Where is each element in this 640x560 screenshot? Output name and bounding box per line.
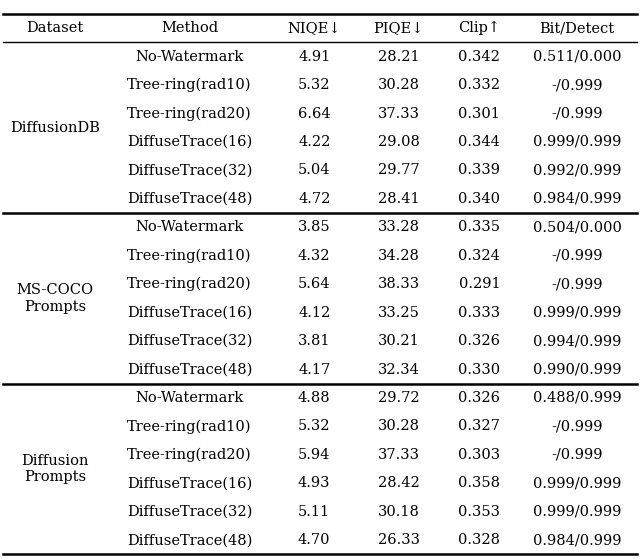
Text: DiffuseTrace(16): DiffuseTrace(16) [127, 477, 252, 491]
Text: 0.994/0.999: 0.994/0.999 [533, 334, 621, 348]
Text: 4.17: 4.17 [298, 362, 330, 376]
Text: 4.22: 4.22 [298, 135, 330, 149]
Text: 0.327: 0.327 [458, 419, 500, 433]
Text: -/0.999: -/0.999 [552, 106, 603, 120]
Text: 4.88: 4.88 [298, 391, 330, 405]
Text: 0.291: 0.291 [458, 277, 500, 291]
Text: 4.72: 4.72 [298, 192, 330, 206]
Text: 5.11: 5.11 [298, 505, 330, 519]
Text: DiffuseTrace(32): DiffuseTrace(32) [127, 505, 252, 519]
Text: 0.342: 0.342 [458, 50, 500, 64]
Text: 29.77: 29.77 [378, 164, 420, 178]
Text: 3.85: 3.85 [298, 220, 330, 234]
Text: 0.328: 0.328 [458, 533, 500, 547]
Text: 0.333: 0.333 [458, 306, 500, 320]
Text: Bit/Detect: Bit/Detect [540, 21, 615, 35]
Text: 0.340: 0.340 [458, 192, 500, 206]
Text: -/0.999: -/0.999 [552, 78, 603, 92]
Text: DiffuseTrace(48): DiffuseTrace(48) [127, 362, 252, 376]
Text: 38.33: 38.33 [378, 277, 420, 291]
Text: 0.511/0.000: 0.511/0.000 [533, 50, 621, 64]
Text: 0.999/0.999: 0.999/0.999 [533, 135, 621, 149]
Text: DiffusionDB: DiffusionDB [10, 121, 100, 135]
Text: 4.12: 4.12 [298, 306, 330, 320]
Text: 0.344: 0.344 [458, 135, 500, 149]
Text: 0.335: 0.335 [458, 220, 500, 234]
Text: 0.984/0.999: 0.984/0.999 [533, 192, 621, 206]
Text: 30.21: 30.21 [378, 334, 420, 348]
Text: 4.70: 4.70 [298, 533, 330, 547]
Text: DiffuseTrace(32): DiffuseTrace(32) [127, 334, 252, 348]
Text: -/0.999: -/0.999 [552, 419, 603, 433]
Text: 29.08: 29.08 [378, 135, 420, 149]
Text: No-Watermark: No-Watermark [135, 220, 244, 234]
Text: 30.28: 30.28 [378, 78, 420, 92]
Text: 0.999/0.999: 0.999/0.999 [533, 477, 621, 491]
Text: 4.93: 4.93 [298, 477, 330, 491]
Text: 0.990/0.999: 0.990/0.999 [533, 362, 621, 376]
Text: Dataset: Dataset [26, 21, 84, 35]
Text: 0.326: 0.326 [458, 391, 500, 405]
Text: 0.303: 0.303 [458, 448, 500, 462]
Text: 33.25: 33.25 [378, 306, 420, 320]
Text: 0.330: 0.330 [458, 362, 500, 376]
Text: 26.33: 26.33 [378, 533, 420, 547]
Text: Tree-ring(rad10): Tree-ring(rad10) [127, 419, 252, 433]
Text: No-Watermark: No-Watermark [135, 50, 244, 64]
Text: 28.21: 28.21 [378, 50, 420, 64]
Text: 0.339: 0.339 [458, 164, 500, 178]
Text: 0.332: 0.332 [458, 78, 500, 92]
Text: Tree-ring(rad20): Tree-ring(rad20) [127, 106, 252, 121]
Text: 0.301: 0.301 [458, 106, 500, 120]
Text: 0.504/0.000: 0.504/0.000 [533, 220, 621, 234]
Text: Diffusion
Prompts: Diffusion Prompts [21, 454, 89, 484]
Text: 28.42: 28.42 [378, 477, 420, 491]
Text: 30.18: 30.18 [378, 505, 420, 519]
Text: Tree-ring(rad20): Tree-ring(rad20) [127, 447, 252, 462]
Text: 37.33: 37.33 [378, 448, 420, 462]
Text: -/0.999: -/0.999 [552, 277, 603, 291]
Text: NIQE↓: NIQE↓ [287, 21, 341, 35]
Text: 5.04: 5.04 [298, 164, 330, 178]
Text: 28.41: 28.41 [378, 192, 420, 206]
Text: 0.999/0.999: 0.999/0.999 [533, 505, 621, 519]
Text: 5.94: 5.94 [298, 448, 330, 462]
Text: 0.984/0.999: 0.984/0.999 [533, 533, 621, 547]
Text: Clip↑: Clip↑ [458, 21, 500, 35]
Text: Tree-ring(rad10): Tree-ring(rad10) [127, 78, 252, 92]
Text: DiffuseTrace(16): DiffuseTrace(16) [127, 135, 252, 149]
Text: 30.28: 30.28 [378, 419, 420, 433]
Text: Tree-ring(rad20): Tree-ring(rad20) [127, 277, 252, 291]
Text: 0.488/0.999: 0.488/0.999 [533, 391, 621, 405]
Text: 5.64: 5.64 [298, 277, 330, 291]
Text: 0.992/0.999: 0.992/0.999 [533, 164, 621, 178]
Text: 34.28: 34.28 [378, 249, 420, 263]
Text: 37.33: 37.33 [378, 106, 420, 120]
Text: 32.34: 32.34 [378, 362, 420, 376]
Text: -/0.999: -/0.999 [552, 448, 603, 462]
Text: Tree-ring(rad10): Tree-ring(rad10) [127, 249, 252, 263]
Text: 0.353: 0.353 [458, 505, 500, 519]
Text: 0.324: 0.324 [458, 249, 500, 263]
Text: -/0.999: -/0.999 [552, 249, 603, 263]
Text: PIQE↓: PIQE↓ [374, 21, 424, 35]
Text: No-Watermark: No-Watermark [135, 391, 244, 405]
Text: 4.91: 4.91 [298, 50, 330, 64]
Text: 29.72: 29.72 [378, 391, 420, 405]
Text: 33.28: 33.28 [378, 220, 420, 234]
Text: 6.64: 6.64 [298, 106, 330, 120]
Text: 0.326: 0.326 [458, 334, 500, 348]
Text: 0.999/0.999: 0.999/0.999 [533, 306, 621, 320]
Text: 3.81: 3.81 [298, 334, 330, 348]
Text: MS-COCO
Prompts: MS-COCO Prompts [17, 283, 93, 314]
Text: 5.32: 5.32 [298, 419, 330, 433]
Text: DiffuseTrace(48): DiffuseTrace(48) [127, 192, 252, 206]
Text: DiffuseTrace(48): DiffuseTrace(48) [127, 533, 252, 547]
Text: DiffuseTrace(16): DiffuseTrace(16) [127, 306, 252, 320]
Text: 0.358: 0.358 [458, 477, 500, 491]
Text: 4.32: 4.32 [298, 249, 330, 263]
Text: DiffuseTrace(32): DiffuseTrace(32) [127, 164, 252, 178]
Text: Method: Method [161, 21, 218, 35]
Text: 5.32: 5.32 [298, 78, 330, 92]
